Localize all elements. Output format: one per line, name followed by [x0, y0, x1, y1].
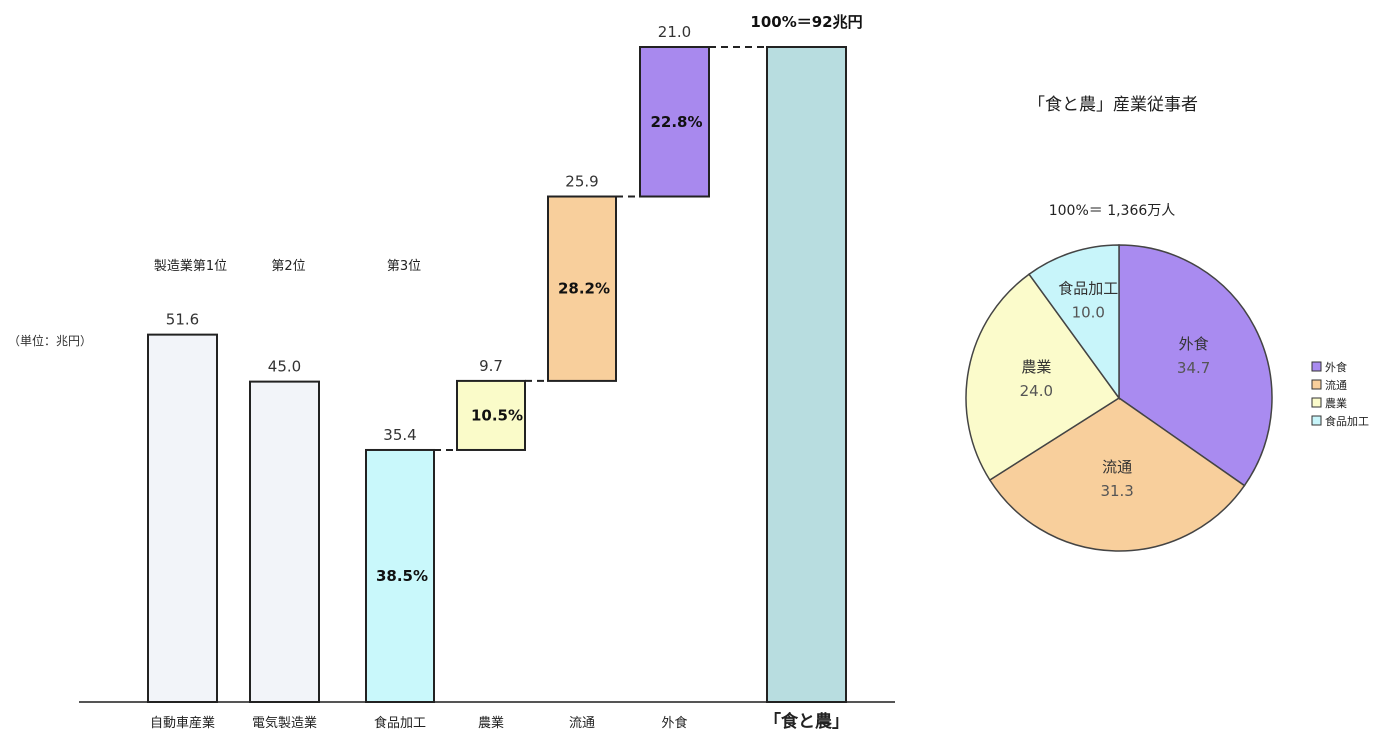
bar: [249, 380, 320, 703]
legend-swatch: [1311, 361, 1322, 372]
pie-slice-label: 外食: [1179, 335, 1209, 353]
legend-swatch: [1311, 397, 1322, 408]
bar-value-label: 35.4: [383, 426, 416, 444]
bar-value-label: 51.6: [166, 311, 199, 329]
bar: [766, 46, 847, 703]
bar-share-label: 38.5%: [376, 567, 428, 585]
bar-share-label: 22.8%: [650, 113, 702, 131]
bar: [639, 46, 710, 198]
pie-slice-value: 34.7: [1177, 359, 1210, 377]
pie-slice-label: 農業: [1021, 358, 1051, 376]
x-tick-label: 電気製造業: [252, 715, 317, 731]
x-tick-label: 流通: [569, 716, 595, 731]
pie-slice: [988, 397, 1246, 552]
bar-value-label: 45.0: [268, 358, 301, 376]
x-tick-label: 自動車産業: [150, 715, 215, 731]
rank-label: 第3位: [387, 259, 421, 274]
waterfall-chart: （単位：兆円） 51.6 自動車産業 45.0 電気製造業 35.4 38.5% 食品加工 9.…: [8, 13, 895, 732]
legend-label: 流通: [1325, 378, 1347, 392]
rank-label: 製造業第1位: [154, 258, 227, 274]
pie-slice-value: 10.0: [1072, 303, 1105, 321]
total-label: 100%＝92兆円: [750, 13, 862, 31]
bar-share-label: 10.5%: [471, 406, 523, 424]
pie-slice: [1118, 244, 1273, 487]
legend-label: 外食: [1325, 360, 1347, 374]
x-tick-label: 外食: [661, 715, 687, 731]
pie-slice-value: 24.0: [1020, 382, 1053, 400]
legend-label: 農業: [1325, 396, 1347, 410]
x-tick-label: 「食と農」: [764, 711, 849, 732]
pie-slice: [1028, 244, 1120, 401]
bar-value-label: 9.7: [479, 357, 503, 375]
bar: [147, 333, 218, 703]
unit-label: （単位：兆円）: [8, 333, 92, 348]
bar-share-label: 28.2%: [558, 280, 610, 298]
pie-title: 「食と農」産業従事者: [1028, 95, 1198, 115]
legend-swatch: [1311, 379, 1322, 390]
pie-slice: [965, 273, 1121, 482]
pie-slice-label: 流通: [1102, 458, 1132, 476]
pie-subtitle: 100%＝ 1,366万人: [1049, 203, 1176, 219]
bar-value-label: 25.9: [565, 173, 598, 191]
pie-slice-value: 31.3: [1100, 482, 1133, 500]
legend-swatch: [1311, 415, 1322, 426]
pie-slice-label: 食品加工: [1058, 279, 1118, 297]
x-tick-label: 食品加工: [374, 715, 426, 731]
legend-label: 食品加工: [1325, 414, 1369, 428]
rank-label: 第2位: [271, 259, 305, 274]
bar: [456, 379, 526, 451]
bar-value-label: 21.0: [658, 23, 691, 41]
bar: [365, 448, 435, 703]
bar: [547, 195, 617, 382]
x-tick-label: 農業: [478, 715, 504, 731]
